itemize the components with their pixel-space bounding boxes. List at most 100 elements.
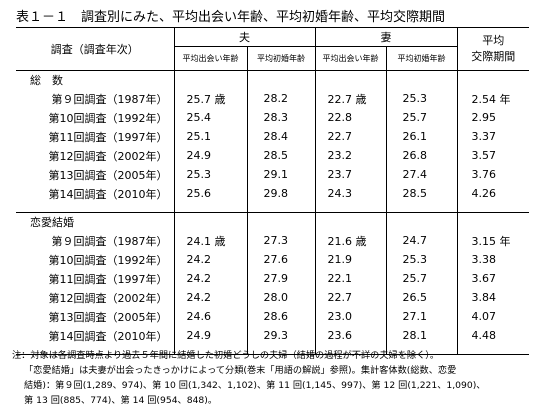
survey-cell: 第13回調査（2005年）	[48, 168, 168, 182]
husband-meet-age-cell: 24.6	[173, 307, 247, 326]
spacer-cell	[16, 345, 174, 355]
wife-meet-age-cell: 23.2	[314, 146, 386, 165]
husband-marriage-age-cell: 27.9	[246, 269, 315, 288]
spacer-cell	[173, 203, 247, 213]
courtship-period-cell: 2.54 年	[456, 89, 529, 108]
table-row: 第14回調査（2010年） 25.6 29.8 24.3 28.5 4.26	[16, 184, 529, 203]
husband-meet-age-cell: 25.3	[173, 165, 247, 184]
wife-meet-age-cell: 22.7	[314, 288, 386, 307]
survey-cell: 第11回調査（1997年）	[48, 130, 168, 144]
husband-meet-age-cell: 25.7 歳	[173, 89, 247, 108]
wife-marriage-age-cell: 26.5	[385, 288, 457, 307]
husband-meet-age-cell: 24.9	[173, 146, 247, 165]
note-line: 結婚)：第９回(1,289、974)、第 10 回(1,342、1,102)、第…	[24, 380, 486, 391]
spacer-cell	[314, 203, 386, 213]
section-label: 恋愛結婚	[16, 212, 174, 231]
header-period: 平均 交際期間	[456, 27, 529, 71]
husband-marriage-age-cell: 28.3	[246, 108, 315, 127]
husband-meet-age-cell: 24.2	[173, 288, 247, 307]
header-wife: 妻	[314, 27, 457, 47]
section-blank-cell	[314, 212, 386, 231]
wife-meet-age-cell: 21.6 歳	[314, 231, 386, 250]
husband-meet-age-cell: 24.1 歳	[173, 231, 247, 250]
survey-cell: 第11回調査（1997年）	[48, 272, 168, 286]
survey-cell: 第14回調査（2010年）	[48, 329, 168, 343]
table-row: 第11回調査（1997年） 25.1 28.4 22.7 26.1 3.37	[16, 127, 529, 146]
wife-meet-age-cell: 22.8	[314, 108, 386, 127]
wife-meet-age-cell: 23.6	[314, 326, 386, 345]
husband-meet-age-cell: 25.4	[173, 108, 247, 127]
husband-marriage-age-cell: 28.4	[246, 127, 315, 146]
husband-meet-age-cell: 25.6	[173, 184, 247, 203]
wife-marriage-age-cell: 26.8	[385, 146, 457, 165]
section-label: 総 数	[30, 74, 63, 87]
husband-meet-age-cell: 25.1	[173, 127, 247, 146]
note-line: 注：対象は各調査時点より過去５年間に結婚した初婚どうしの夫婦（結婚の過程が不詳の…	[12, 350, 440, 361]
survey-cell: 第10回調査（1992年）	[48, 253, 168, 267]
spacer-cell	[246, 345, 315, 355]
survey-cell: 第10回調査（1992年）	[48, 111, 168, 125]
husband-marriage-age-cell: 28.2	[246, 89, 315, 108]
section-blank-cell	[385, 212, 457, 231]
husband-meet-age-cell: 24.2	[173, 250, 247, 269]
table-row: 第13回調査（2005年） 24.6 28.6 23.0 27.1 4.07	[16, 307, 529, 326]
spacer-cell	[456, 345, 529, 355]
table-title: 表１－１ 調査別にみた、平均出会い年齢、平均初婚年齢、平均交際期間	[16, 10, 446, 25]
section-blank-cell	[173, 70, 247, 89]
table-row: 第13回調査（2005年） 25.3 29.1 23.7 27.4 3.76	[16, 165, 529, 184]
table-row: 第９回調査（1987年） 25.7 歳 28.2 22.7 歳 25.3 2.54 年	[16, 89, 529, 108]
husband-marriage-age-cell: 29.1	[246, 165, 315, 184]
header-survey: 調査（調査年次）	[16, 27, 174, 71]
wife-marriage-age-cell: 25.3	[385, 250, 457, 269]
section-blank-cell	[456, 212, 529, 231]
table-row: 第10回調査（1992年） 24.2 27.6 21.9 25.3 3.38	[16, 250, 529, 269]
header-period-line2: 交際期間	[471, 50, 516, 63]
table-row: 第10回調査（1992年） 25.4 28.3 22.8 25.7 2.95	[16, 108, 529, 127]
section-blank-cell	[246, 212, 315, 231]
note-line: 第 13 回(885、774)、第 14 回(954、848)。	[24, 395, 218, 406]
courtship-period-cell: 3.57	[456, 146, 529, 165]
header-husband-meet: 平均出会い年齢	[173, 46, 247, 71]
table-row: 第12回調査（2002年） 24.2 28.0 22.7 26.5 3.84	[16, 288, 529, 307]
wife-meet-age-cell: 22.7	[314, 127, 386, 146]
wife-marriage-age-cell: 27.4	[385, 165, 457, 184]
husband-marriage-age-cell: 28.6	[246, 307, 315, 326]
courtship-period-cell: 3.67	[456, 269, 529, 288]
wife-marriage-age-cell: 25.7	[385, 269, 457, 288]
courtship-period-cell: 3.37	[456, 127, 529, 146]
wife-marriage-age-cell: 27.1	[385, 307, 457, 326]
table-row: 第14回調査（2010年） 24.9 29.3 23.6 28.1 4.48	[16, 326, 529, 345]
header-wife-marry: 平均初婚年齢	[385, 46, 457, 71]
section-blank-cell	[385, 70, 457, 89]
wife-marriage-age-cell: 28.5	[385, 184, 457, 203]
wife-meet-age-cell: 22.1	[314, 269, 386, 288]
wife-marriage-age-cell: 26.1	[385, 127, 457, 146]
wife-meet-age-cell: 24.3	[314, 184, 386, 203]
husband-marriage-age-cell: 28.5	[246, 146, 315, 165]
courtship-period-cell: 4.48	[456, 326, 529, 345]
section-blank-cell	[246, 70, 315, 89]
wife-marriage-age-cell: 28.1	[385, 326, 457, 345]
courtship-period-cell: 4.07	[456, 307, 529, 326]
courtship-period-cell: 3.38	[456, 250, 529, 269]
header-husband: 夫	[173, 27, 315, 47]
husband-marriage-age-cell: 28.0	[246, 288, 315, 307]
courtship-period-cell: 3.84	[456, 288, 529, 307]
courtship-period-cell: 3.76	[456, 165, 529, 184]
husband-meet-age-cell: 24.9	[173, 326, 247, 345]
table-row: 第11回調査（1997年） 24.2 27.9 22.1 25.7 3.67	[16, 269, 529, 288]
wife-marriage-age-cell: 24.7	[385, 231, 457, 250]
survey-cell: 第14回調査（2010年）	[48, 187, 168, 201]
wife-meet-age-cell: 23.0	[314, 307, 386, 326]
husband-marriage-age-cell: 29.8	[246, 184, 315, 203]
courtship-period-cell: 4.26	[456, 184, 529, 203]
spacer-cell	[173, 345, 247, 355]
survey-cell: 第12回調査（2002年）	[48, 291, 168, 305]
spacer-cell	[456, 203, 529, 213]
survey-cell: 第９回調査（1987年）	[51, 234, 168, 248]
wife-meet-age-cell: 22.7 歳	[314, 89, 386, 108]
spacer-cell	[246, 203, 315, 213]
note-line: 「恋愛結婚」は夫妻が出会ったきっかけによって分類(巻末「用語の解説」参照)。集計…	[24, 365, 457, 376]
spacer-cell	[314, 345, 386, 355]
section-blank-cell	[173, 212, 247, 231]
